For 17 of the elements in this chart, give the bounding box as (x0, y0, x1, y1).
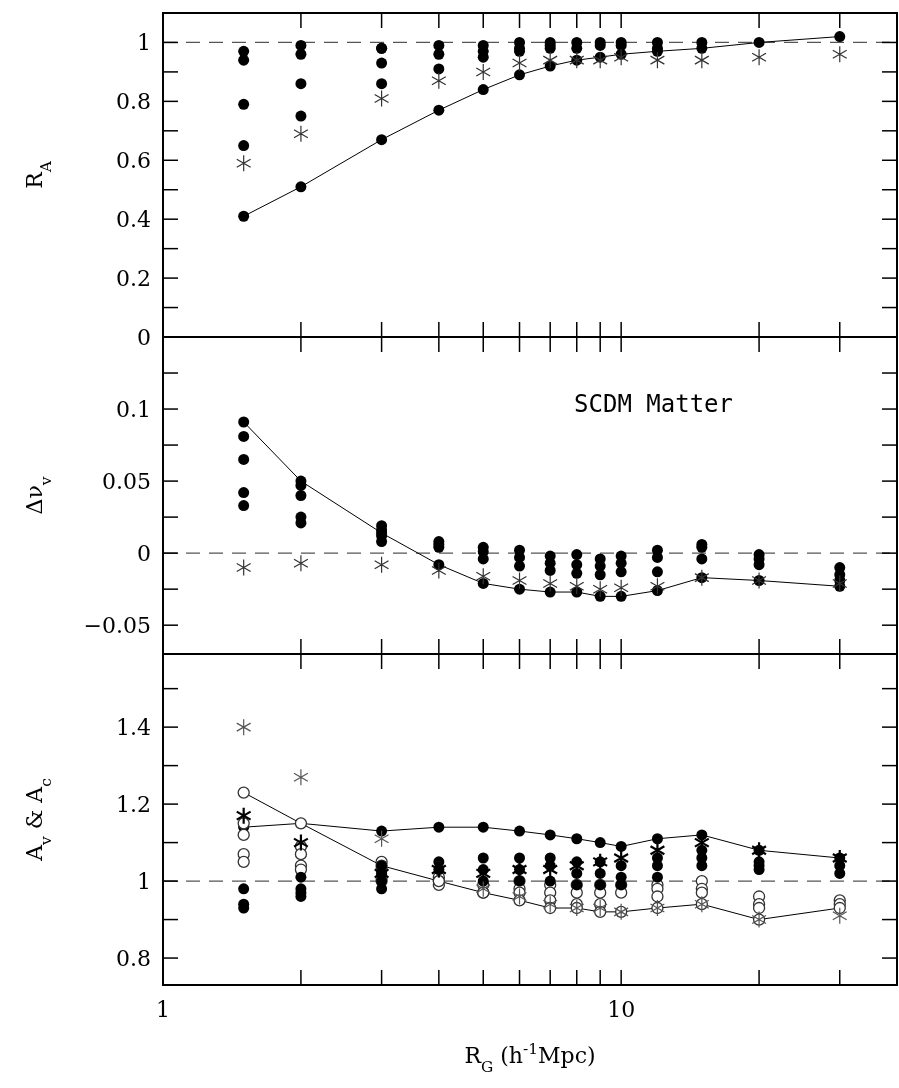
y-tick-label: −0.05 (83, 612, 151, 638)
x-axis-title: R$_{G}$ (h$^{-1}$Mpc) (464, 1040, 596, 1076)
y-tick-label: 1 (137, 868, 151, 894)
y-tick-label: 0 (137, 540, 151, 566)
y-tick-label: 0.8 (116, 945, 151, 971)
y-tick-label: 0.2 (116, 265, 151, 291)
y-tick-label: 0.4 (116, 206, 151, 232)
annotation: SCDM Matter (574, 390, 733, 418)
y-tick-label: 0.1 (116, 396, 151, 422)
y-tick-label: 1.4 (116, 714, 151, 740)
y-tick-label: 0 (137, 324, 151, 350)
y-tick-label: 0.05 (102, 468, 151, 494)
x-tick-label: 10 (607, 997, 636, 1022)
y-tick-label: 0.6 (116, 147, 151, 173)
y-tick-label: 0.8 (116, 89, 151, 115)
y-tick-label: 1.2 (116, 791, 151, 817)
y-tick-label: 1 (137, 30, 151, 56)
